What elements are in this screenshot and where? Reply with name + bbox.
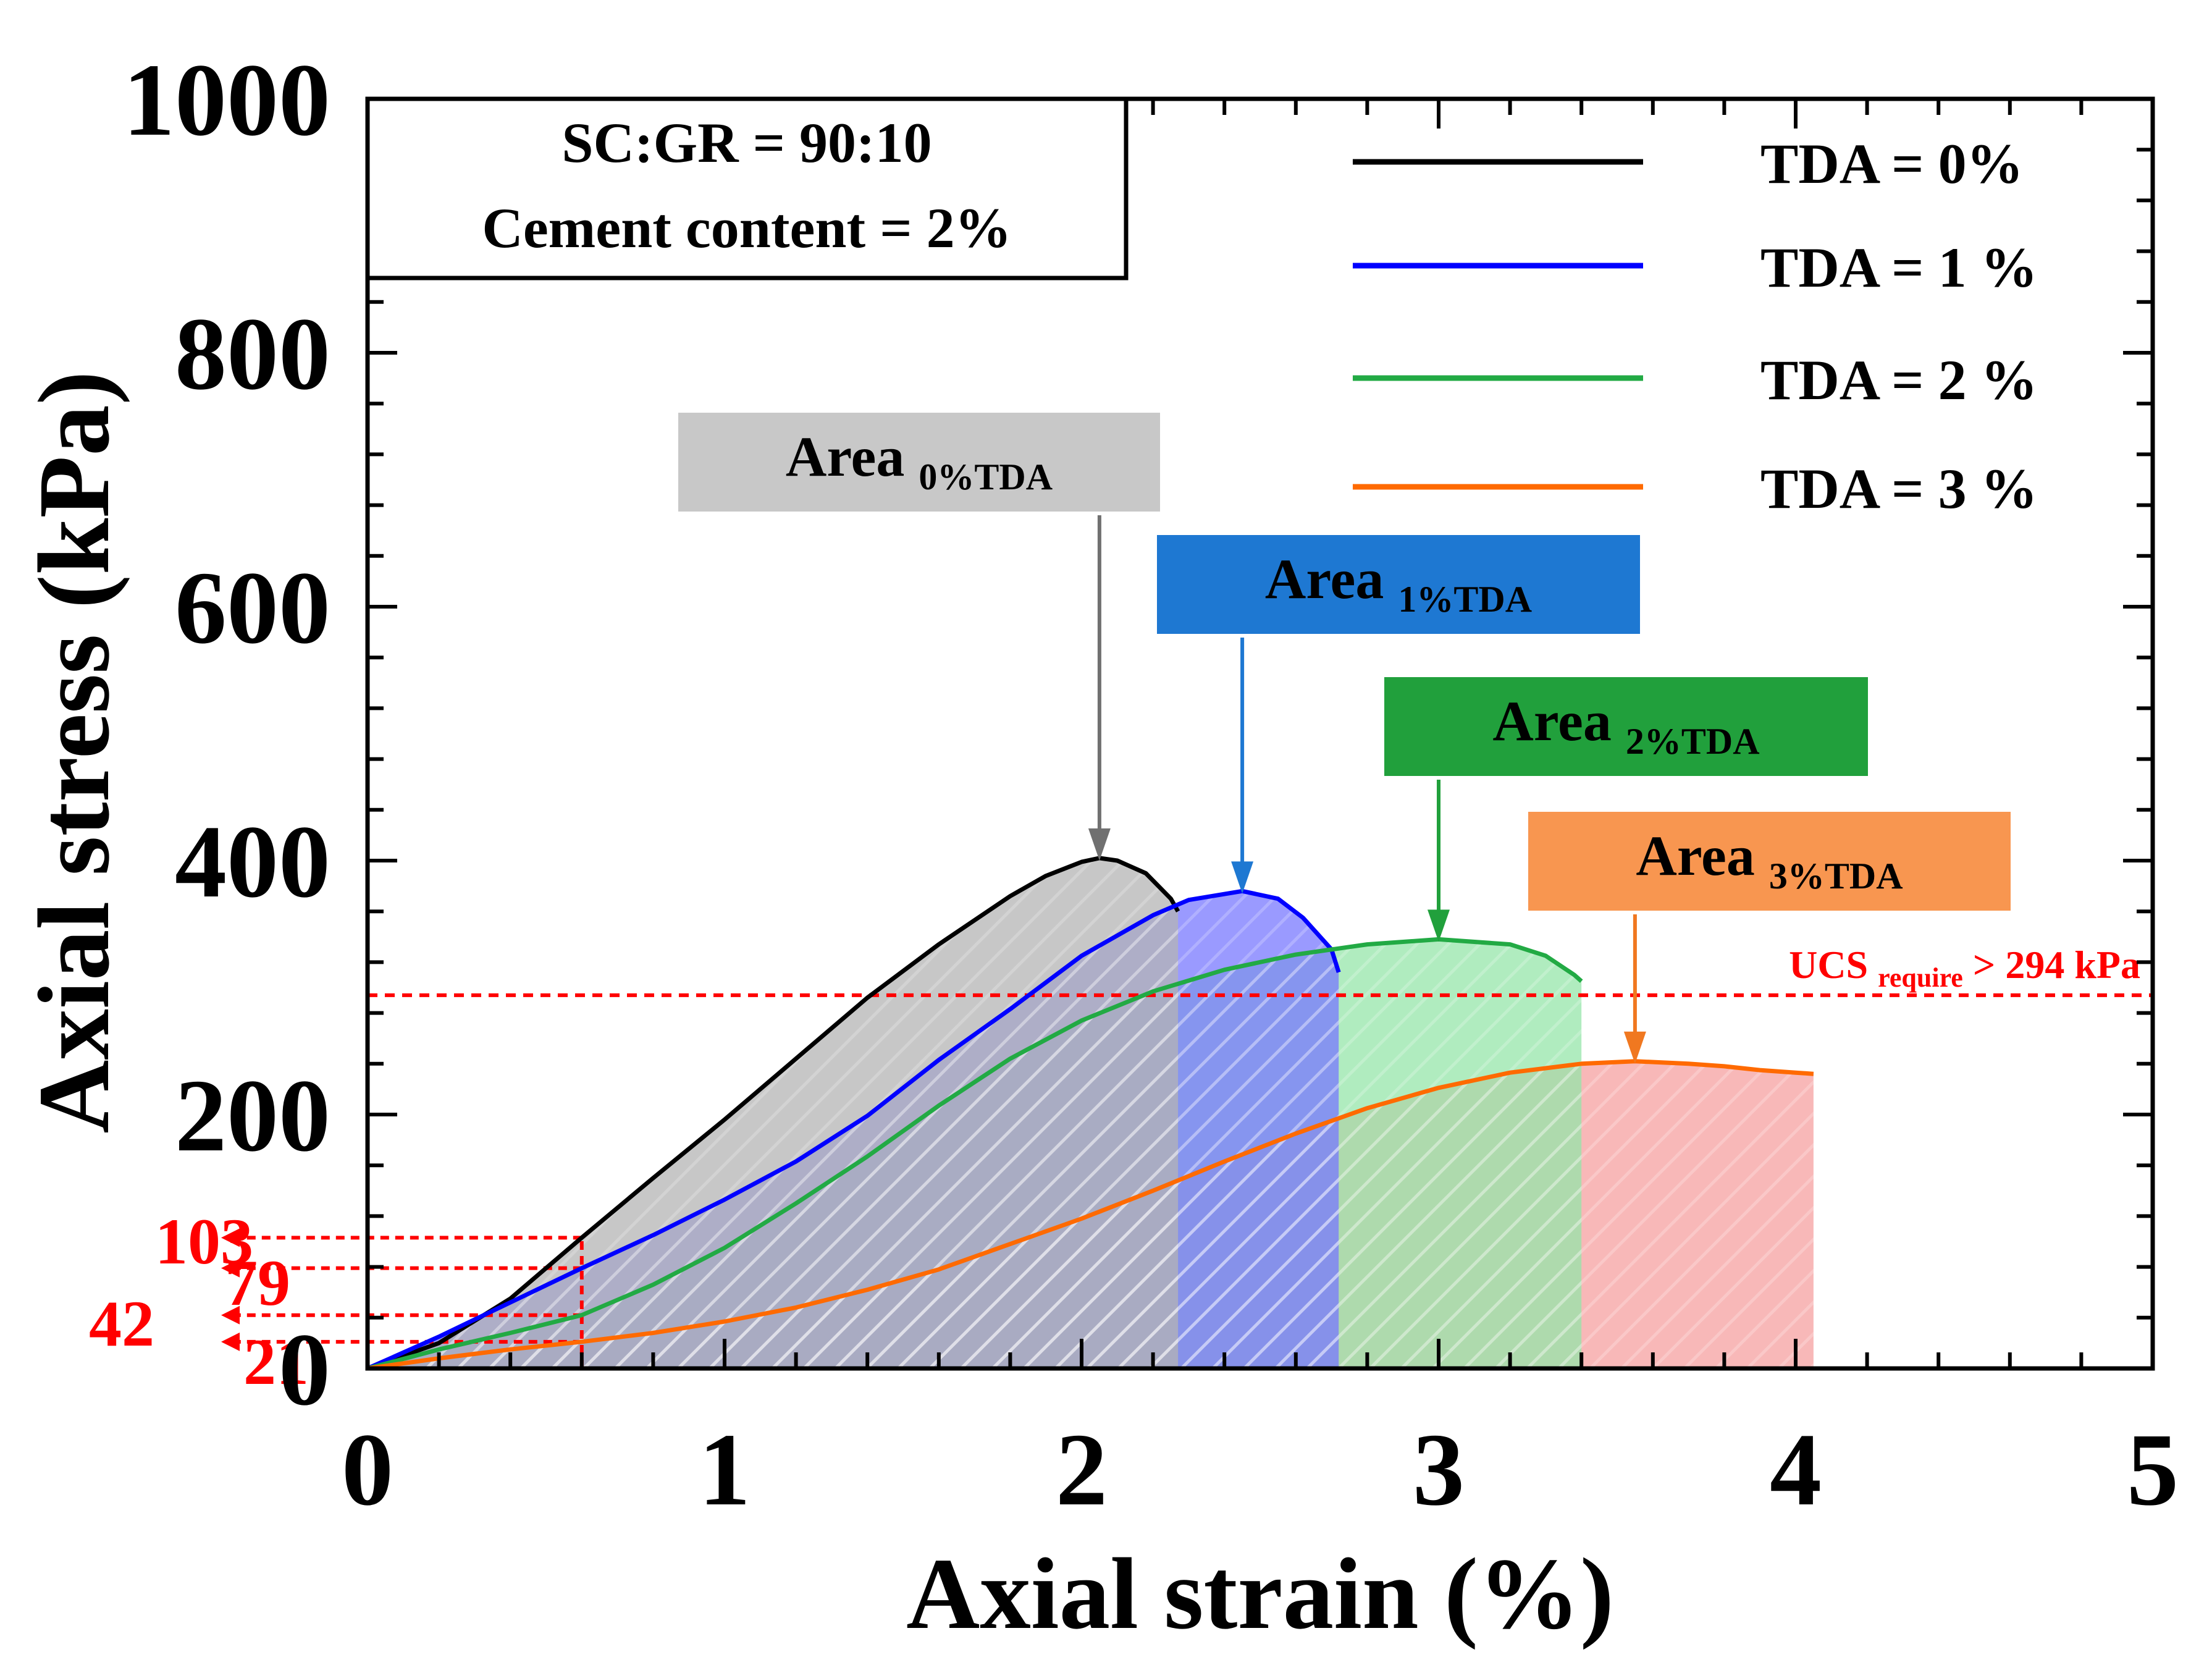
y-tick-label-400: 400: [175, 804, 330, 919]
x-tick-label-1: 1: [699, 1412, 751, 1527]
x-tick-label-5: 5: [2127, 1412, 2179, 1527]
series-lines: [366, 856, 1814, 1371]
x-tick-label-0: 0: [342, 1412, 393, 1527]
area-box-1: [1157, 535, 1640, 634]
area-label-1: Area 1%TDA: [1265, 547, 1532, 620]
y-tick-label-1000: 1000: [123, 43, 330, 158]
area-hatch-0: [368, 858, 1179, 1368]
series-line-0: [366, 856, 1180, 1371]
readout-label-42: 42: [89, 1288, 154, 1360]
area-annotations: Area 0%TDA Area 1%TDA Area 2%TDA Area 3%TDA: [678, 413, 2011, 1064]
area-arrowhead-0: [1088, 828, 1111, 861]
area-arrowhead-2: [1428, 909, 1450, 942]
y-axis-title: Axial stress (kPa): [17, 371, 130, 1133]
legend-label-2: TDA = 2 %: [1760, 348, 2038, 411]
plot-frame: [365, 96, 2155, 1371]
area-box-2: [1384, 677, 1868, 776]
y-tick-label-200: 200: [175, 1058, 330, 1173]
series-line-3: [367, 1059, 1814, 1371]
area-label-0: Area 0%TDA: [786, 425, 1053, 497]
info-box: SC:GR = 90:10 Cement content = 2%: [365, 96, 1129, 280]
series-line-1: [366, 888, 1341, 1371]
series-line-2: [367, 937, 1583, 1371]
area-box-0: [678, 413, 1160, 512]
info-line-1: SC:GR = 90:10: [561, 111, 931, 174]
hatch-overlay: [368, 858, 1814, 1368]
area-arrowhead-1: [1231, 861, 1254, 894]
axes: 0 1 2 3 4 5 0 200 400 600 800 1000 Axial strain (%) A…: [17, 43, 2179, 1650]
legend-label-3: TDA = 3 %: [1760, 457, 2038, 520]
y-tick-label-0: 0: [279, 1312, 330, 1427]
y-tick-label-600: 600: [175, 550, 330, 665]
legend-label-0: TDA = 0%: [1760, 132, 2024, 195]
info-line-2: Cement content = 2%: [482, 196, 1011, 259]
ucs-label: UCS require > 294 kPa: [1789, 943, 2140, 993]
area-label-2: Area 2%TDA: [1492, 689, 1759, 762]
readout-label-21: 21: [243, 1326, 309, 1398]
info-box-frame: [365, 96, 1129, 280]
area-arrowhead-3: [1623, 1031, 1646, 1064]
area-label-3: Area 3%TDA: [1636, 824, 1903, 896]
readout-label-79: 79: [225, 1247, 290, 1319]
area-box-3: [1528, 812, 2011, 911]
ucs-threshold: UCS require > 294 kPa: [368, 943, 2153, 997]
x-tick-label-2: 2: [1056, 1412, 1108, 1527]
x-tick-label-4: 4: [1770, 1412, 1822, 1527]
y-tick-label-800: 800: [175, 297, 330, 411]
x-tick-label-3: 3: [1413, 1412, 1465, 1527]
x-axis-title: Axial strain (%): [906, 1537, 1614, 1650]
legend: TDA = 0% TDA = 1 % TDA = 2 % TDA = 3 %: [1353, 132, 2038, 520]
legend-label-1: TDA = 1 %: [1760, 236, 2038, 299]
